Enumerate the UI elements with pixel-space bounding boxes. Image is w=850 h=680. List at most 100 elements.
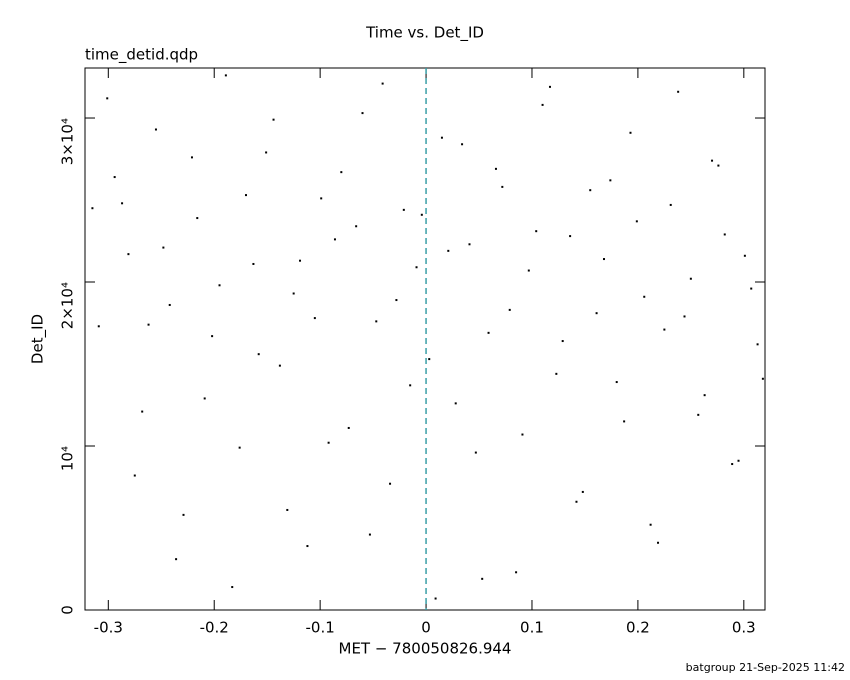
scatter-point — [313, 317, 316, 320]
scatter-point — [238, 446, 241, 449]
scatter-point — [428, 358, 431, 361]
chart-subtitle: time_detid.qdp — [85, 46, 198, 65]
scatter-point — [257, 353, 260, 356]
scatter-point — [306, 545, 309, 548]
scatter-point — [689, 277, 692, 280]
scatter-point — [244, 194, 247, 197]
scatter-point — [133, 474, 136, 477]
scatter-point — [252, 262, 255, 265]
scatter-point — [731, 463, 734, 466]
y-axis-label: Det_ID — [29, 314, 48, 364]
scatter-point — [454, 402, 457, 405]
scatter-point — [663, 328, 666, 331]
scatter-point — [299, 259, 302, 262]
scatter-point — [548, 85, 551, 88]
scatter-point — [162, 246, 165, 249]
scatter-point — [468, 243, 471, 246]
scatter-point — [147, 323, 150, 326]
scatter-point — [756, 343, 759, 346]
scatter-point — [481, 577, 484, 580]
scatter-point — [717, 164, 720, 167]
y-tick-label: 0 — [59, 605, 77, 615]
scatter-point — [501, 185, 504, 188]
scatter-point — [677, 90, 680, 93]
scatter-point — [461, 143, 464, 146]
scatter-point — [340, 171, 343, 174]
scatter-point — [272, 118, 275, 121]
scatter-point — [561, 340, 564, 343]
scatter-point — [595, 312, 598, 315]
scatter-point — [203, 397, 206, 400]
scatter-point — [569, 235, 572, 238]
scatter-point — [320, 197, 323, 200]
scatter-point — [683, 315, 686, 318]
scatter-point — [409, 384, 412, 387]
scatter-point — [420, 213, 423, 216]
scatter-point — [168, 303, 171, 306]
x-tick-label: -0.3 — [94, 619, 123, 637]
scatter-point — [141, 410, 144, 413]
x-tick-label: 0.3 — [732, 619, 756, 637]
scatter-point — [447, 249, 450, 252]
scatter-point — [615, 381, 618, 384]
scatter-point — [541, 103, 544, 106]
scatter-point — [487, 331, 490, 334]
scatter-point — [508, 308, 511, 311]
scatter-point — [737, 459, 740, 462]
scatter-point — [474, 451, 477, 454]
scatter-point — [224, 74, 227, 77]
scatter-point — [703, 394, 706, 397]
scatter-point — [292, 292, 295, 295]
scatter-point — [434, 597, 437, 600]
scatter-point — [97, 325, 100, 328]
scatter-point — [723, 233, 726, 236]
scatter-point — [555, 372, 558, 375]
scatter-point — [649, 523, 652, 526]
scatter-point — [629, 131, 632, 134]
scatter-point — [375, 320, 378, 323]
scatter-point — [589, 189, 592, 192]
scatter-point — [190, 156, 193, 159]
x-tick-label: 0.1 — [520, 619, 544, 637]
scatter-point — [361, 112, 364, 115]
scatter-point — [154, 128, 157, 131]
scatter-point — [265, 151, 268, 154]
scatter-point — [415, 266, 418, 269]
scatter-point — [182, 513, 185, 516]
scatter-point — [743, 254, 746, 257]
scatter-point — [402, 208, 405, 211]
scatter-point — [609, 179, 612, 182]
scatter-point — [211, 335, 214, 338]
scatter-point — [381, 82, 384, 85]
footer: batgroup 21-Sep-2025 11:42 — [686, 661, 845, 674]
scatter-point — [395, 299, 398, 302]
scatter-point — [527, 269, 530, 272]
scatter-point — [669, 203, 672, 206]
scatter-point — [355, 225, 358, 228]
scatter-point — [761, 377, 764, 380]
scatter-point — [327, 441, 330, 444]
scatter-point — [389, 482, 392, 485]
x-tick-label: 0 — [421, 619, 431, 637]
scatter-point — [196, 217, 199, 220]
scatter-point — [91, 207, 94, 210]
scatter-point — [603, 258, 606, 261]
scatter-point — [657, 541, 660, 544]
x-tick-label: 0.2 — [626, 619, 650, 637]
scatter-point — [697, 413, 700, 416]
x-tick-label: -0.1 — [305, 619, 334, 637]
scatter-point — [368, 533, 371, 536]
scatter-point — [535, 230, 538, 233]
x-axis-label: MET − 780050826.944 — [339, 640, 512, 658]
scatter-point — [643, 295, 646, 298]
scatter-point — [515, 571, 518, 574]
scatter-point — [521, 433, 524, 436]
scatter-point — [440, 136, 443, 139]
scatter-point — [333, 238, 336, 241]
scatter-point — [218, 284, 221, 287]
scatter-point — [581, 490, 584, 493]
scatter-point — [286, 508, 289, 511]
scatter-point — [121, 202, 124, 205]
